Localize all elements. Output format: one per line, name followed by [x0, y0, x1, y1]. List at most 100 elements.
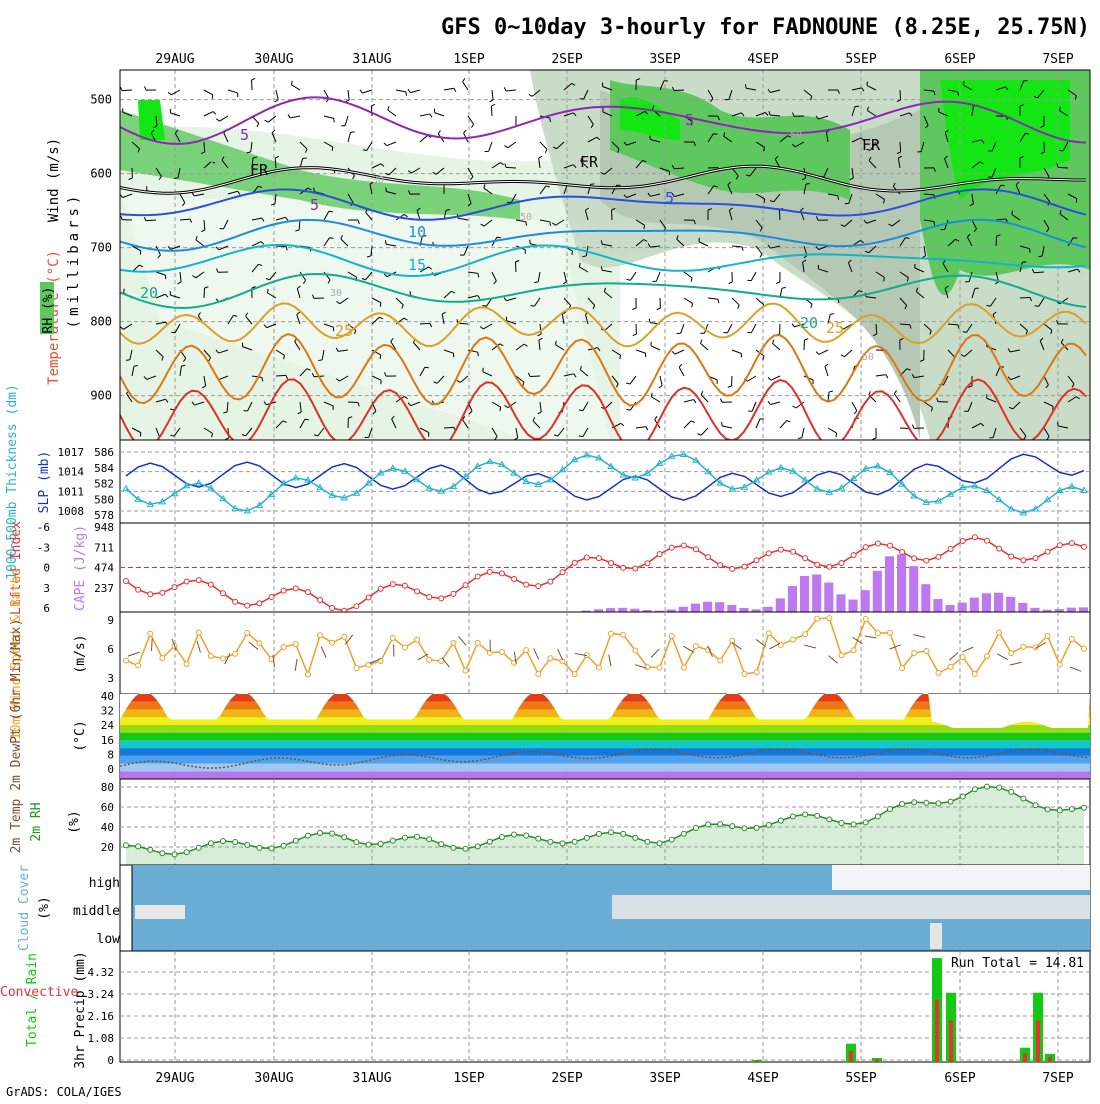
- wind10-speed-marker: [657, 665, 662, 670]
- wind-barb: [122, 90, 132, 91]
- lifted-index-series-marker: [281, 588, 286, 593]
- wind10-speed-marker: [524, 648, 529, 653]
- cape-bar: [764, 607, 773, 612]
- cape-bar: [1067, 608, 1076, 612]
- date-label-bottom: 4SEP: [747, 1071, 778, 1086]
- cape-bar: [873, 571, 882, 612]
- wind10-speed-marker: [293, 642, 298, 647]
- wind10-speed-marker: [924, 649, 929, 654]
- date-label-top: 31AUG: [352, 52, 391, 67]
- rh2m-series-marker: [790, 814, 795, 819]
- cape-bar: [970, 598, 979, 612]
- rh2m-series-marker: [693, 825, 698, 830]
- lifted-index-series-marker: [305, 590, 310, 595]
- wind-barb-flag: [572, 251, 573, 255]
- wind10-speed-marker: [548, 656, 553, 661]
- date-label-bottom: 29AUG: [155, 1071, 194, 1086]
- rh2m-series-marker: [887, 807, 892, 812]
- temp-color-band: [120, 725, 1090, 733]
- lifted-index-series-marker: [815, 562, 820, 567]
- wind-barb: [1058, 167, 1068, 168]
- wind10-speed-marker: [754, 670, 759, 675]
- contour-label: 5: [685, 111, 694, 129]
- slp-tick: 1014: [58, 466, 85, 479]
- rh2m-series-marker: [148, 847, 153, 852]
- wind-barb: [444, 427, 454, 428]
- contour-label: FR: [580, 153, 599, 171]
- wind10-speed-marker: [281, 645, 286, 650]
- lifted-index-series-marker: [463, 583, 468, 588]
- precip-panel-border: [120, 951, 1090, 1062]
- slp-tick: 1011: [58, 485, 85, 498]
- cape-tick: 711: [94, 541, 114, 554]
- lifted-index-series-marker: [766, 551, 771, 556]
- rh2m-series-marker: [803, 812, 808, 817]
- rh2m-series-marker: [1045, 807, 1050, 812]
- cape-bar: [1018, 603, 1027, 612]
- rh2m-series-marker: [487, 839, 492, 844]
- li-tick: 6: [43, 602, 50, 615]
- wind-barb-flag: [782, 288, 786, 289]
- wind-barb-flag: [550, 118, 551, 122]
- rh2m-series-marker: [305, 833, 310, 838]
- rh2m-series-marker: [354, 840, 359, 845]
- lifted-index-series-marker: [475, 574, 480, 579]
- wind-barb: [1020, 297, 1030, 298]
- rh2m-series-marker: [342, 835, 347, 840]
- lifted-index-series-marker: [924, 558, 929, 563]
- lifted-index-series-marker: [124, 579, 129, 584]
- wind10-speed-marker: [318, 633, 323, 638]
- precip-tick: 4.32: [88, 966, 115, 979]
- wind10-tick: 3: [107, 672, 114, 685]
- date-label-top: 3SEP: [649, 52, 680, 67]
- rh2m-series-marker: [221, 839, 226, 844]
- rh-axis-label: RH (%): [41, 287, 56, 334]
- date-label-top: 7SEP: [1042, 52, 1073, 67]
- rh2m-series-marker: [124, 843, 129, 848]
- wind10-speed-marker: [136, 663, 141, 668]
- rh2m-series-marker: [402, 835, 407, 840]
- rh2m-series-marker: [742, 826, 747, 831]
- wind10-speed-marker: [305, 672, 310, 677]
- upper-y-tick: 500: [90, 93, 112, 107]
- lifted-index-series-marker: [803, 556, 808, 561]
- lifted-index-series-marker: [984, 538, 989, 543]
- lifted-index-series-marker: [657, 552, 662, 557]
- temp2m-tick: 0: [107, 763, 114, 776]
- lifted-index-series-marker: [633, 566, 638, 571]
- wind-barb-flag: [1057, 422, 1058, 426]
- cloud-label: Cloud Cover: [17, 865, 32, 951]
- rh2m-series-marker: [196, 845, 201, 850]
- rh2m-series-marker: [293, 838, 298, 843]
- date-label-top: 5SEP: [845, 52, 876, 67]
- lifted-index-series-marker: [221, 591, 226, 596]
- wind10-speed-marker: [621, 632, 626, 637]
- millibars-label: (millibars): [66, 192, 82, 329]
- contour-label: 5: [310, 196, 319, 214]
- cape-bar: [946, 605, 955, 612]
- wind10-speed-marker: [1069, 636, 1074, 641]
- cape-bar: [691, 604, 700, 612]
- rh2m-series-marker: [415, 834, 420, 839]
- wind10-speed-marker: [354, 666, 359, 671]
- rh2m-series-marker: [390, 838, 395, 843]
- wind10-speed-marker: [839, 653, 844, 658]
- cape-bar: [897, 554, 906, 612]
- precip-bar-convective: [935, 1000, 939, 1062]
- wind10-speed-marker: [1009, 651, 1014, 656]
- rh2m-series-marker: [257, 845, 262, 850]
- date-label-top: 1SEP: [453, 52, 484, 67]
- wind10-speed-marker: [233, 651, 238, 656]
- lifted-index-series-marker: [402, 583, 407, 588]
- contour-label: FR: [250, 161, 269, 179]
- wind10-speed-marker: [609, 631, 614, 636]
- wind10-speed-marker: [536, 672, 541, 677]
- date-label-top: 4SEP: [747, 52, 778, 67]
- wind-barb: [506, 167, 516, 168]
- rh2m-series-marker: [718, 822, 723, 827]
- wind-barb-flag: [314, 188, 315, 192]
- wind10-speed-marker: [1045, 634, 1050, 639]
- slp-tick: 1017: [58, 446, 85, 459]
